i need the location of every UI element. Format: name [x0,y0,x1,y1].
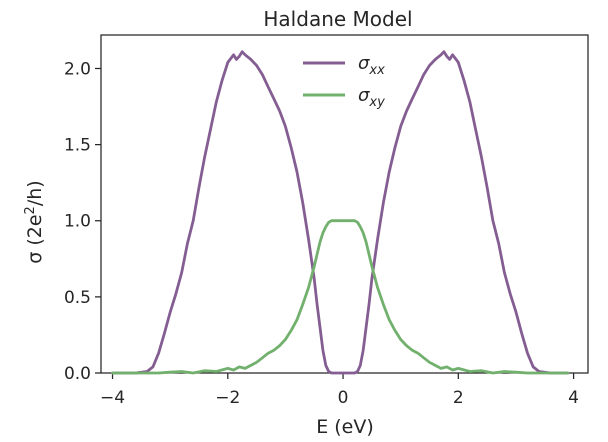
legend-label-sigma-xx-main: σ [358,53,370,74]
x-tick-label: 4 [568,388,579,408]
series-layer [111,50,570,375]
x-axis-ticks: −4 −2 0 2 4 [100,373,579,408]
y-tick-label: 1.5 [64,136,91,156]
legend-label-sigma-xx: σxx [358,53,385,78]
chart-title: Haldane Model [263,7,412,31]
x-axis-label: E (eV) [316,416,374,438]
legend-label-sigma-xx-subscript: xx [368,63,385,78]
legend-label-sigma-xy-main: σ [358,85,370,106]
y-tick-label: 0.5 [64,288,91,308]
y-axis-label-end: /h) [24,180,46,206]
y-axis-ticks: 0.0 0.5 1.0 1.5 2.0 [64,59,101,384]
y-axis-label-main: σ (2e [24,214,46,263]
y-tick-label: 1.0 [64,212,91,232]
legend-label-sigma-xy: σxy [358,85,385,110]
y-tick-label: 0.0 [64,364,91,384]
x-tick-label: 2 [453,388,464,408]
x-tick-label: −4 [100,388,125,408]
series-line-sigma-xy [111,219,570,375]
y-tick-label: 2.0 [64,59,91,79]
legend-label-sigma-xy-subscript: xy [368,95,385,110]
legend: σxx σxy [303,53,385,110]
x-tick-label: −2 [215,388,240,408]
y-axis-label-superscript: 2 [23,206,38,214]
y-axis-label: σ (2e2/h) [23,180,46,263]
series-line-sigma-xx [111,50,570,375]
x-tick-label: 0 [338,388,349,408]
plot-area-frame [100,34,589,374]
